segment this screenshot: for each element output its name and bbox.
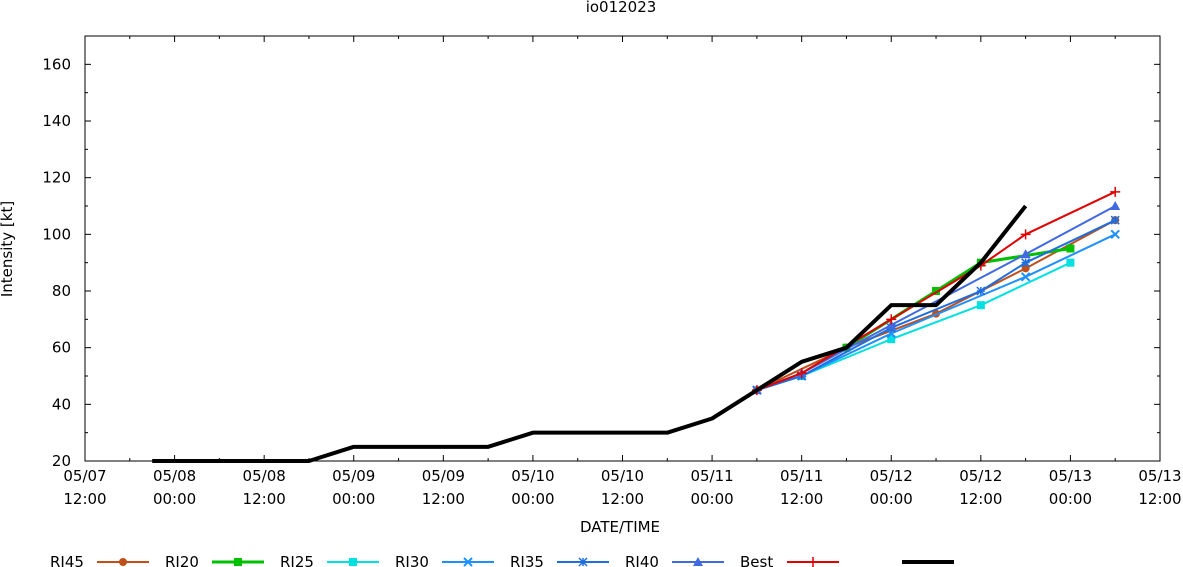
legend-marker-ri30 bbox=[463, 557, 473, 567]
x-tick-label-date: 05/08 bbox=[153, 467, 196, 485]
legend-label-ri45: RI45 bbox=[50, 553, 84, 567]
x-tick-label-date: 05/07 bbox=[63, 467, 106, 485]
x-tick-label-time: 12:00 bbox=[1138, 490, 1181, 508]
legend-marker-ri20 bbox=[234, 558, 242, 566]
x-tick-label-time: 12:00 bbox=[601, 490, 644, 508]
x-tick-label-date: 05/11 bbox=[780, 467, 823, 485]
data-point-ri35 bbox=[1021, 258, 1031, 268]
y-axis-label: Intensity [kt] bbox=[0, 201, 16, 297]
chart-title: io012023 bbox=[586, 0, 657, 16]
legend-label-ri30: RI30 bbox=[395, 553, 429, 567]
x-tick-label-time: 00:00 bbox=[332, 490, 375, 508]
y-tick-label: 20 bbox=[52, 452, 71, 470]
data-point-best bbox=[796, 368, 807, 379]
x-tick-label-date: 05/12 bbox=[959, 467, 1002, 485]
plot-area: 20 40 60 80 100 120 140 160 05/07 12:00 05/08 00:00… bbox=[42, 35, 1182, 508]
legend-label-best: Best bbox=[740, 553, 773, 567]
legend: RI45 RI20 RI25 RI30 RI35 RI40 Best bbox=[50, 553, 954, 567]
legend-label-ri25: RI25 bbox=[280, 553, 314, 567]
x-tick-label-time: 12:00 bbox=[959, 490, 1002, 508]
legend-marker-ri35 bbox=[578, 557, 588, 567]
y-tick-label: 40 bbox=[52, 395, 71, 413]
x-tick-label-time: 00:00 bbox=[153, 490, 196, 508]
data-point-ri20 bbox=[1066, 244, 1075, 253]
x-tick-label-date: 05/09 bbox=[422, 467, 465, 485]
data-point-ri25 bbox=[1066, 258, 1075, 267]
x-tick-label-date: 05/09 bbox=[332, 467, 375, 485]
y-tick-label: 140 bbox=[42, 112, 71, 130]
data-point-ri40 bbox=[1110, 201, 1121, 210]
legend-marker-ri45 bbox=[119, 558, 127, 566]
x-tick-label-date: 05/13 bbox=[1138, 467, 1181, 485]
data-point-ri35 bbox=[976, 286, 986, 296]
y-tick-label: 120 bbox=[42, 169, 71, 187]
data-point-ri20 bbox=[932, 287, 941, 295]
x-tick-label-time: 12:00 bbox=[243, 490, 286, 508]
series-line-track bbox=[152, 204, 1028, 463]
y-tick-label: 80 bbox=[52, 282, 71, 300]
data-point-ri45 bbox=[1021, 264, 1030, 273]
data-point-best bbox=[1020, 229, 1031, 240]
data-point-ri30 bbox=[1110, 229, 1120, 240]
data-point-ri40 bbox=[886, 320, 897, 329]
data-point-ri40 bbox=[1020, 249, 1031, 259]
y-tick-label: 100 bbox=[42, 225, 71, 243]
x-tick-label-time: 00:00 bbox=[870, 490, 913, 508]
series-line-ri35 bbox=[756, 219, 1116, 392]
legend-label-ri40: RI40 bbox=[625, 553, 659, 567]
x-tick-label-date: 05/08 bbox=[243, 467, 286, 485]
x-tick-label-time: 12:00 bbox=[422, 490, 465, 508]
legend-label-ri20: RI20 bbox=[165, 553, 199, 567]
y-tick-label: 160 bbox=[42, 55, 71, 73]
data-point-ri35 bbox=[1110, 215, 1120, 225]
x-tick-label-date: 05/12 bbox=[870, 467, 913, 485]
y-tick-label: 60 bbox=[52, 339, 71, 357]
data-point-best bbox=[1110, 186, 1121, 197]
x-tick-label-date: 05/10 bbox=[601, 467, 644, 485]
legend-marker-best bbox=[808, 557, 818, 567]
x-tick-label-time: 12:00 bbox=[780, 490, 823, 508]
x-tick-label-time: 00:00 bbox=[1049, 490, 1092, 508]
data-point-ri25 bbox=[976, 301, 985, 310]
x-tick-label-time: 12:00 bbox=[63, 490, 106, 508]
data-point-ri30 bbox=[1020, 272, 1031, 282]
x-tick-label-date: 05/11 bbox=[690, 467, 733, 485]
legend-marker-ri25 bbox=[349, 558, 357, 566]
x-tick-label-date: 05/10 bbox=[511, 467, 554, 485]
legend-marker-ri40 bbox=[693, 557, 703, 566]
data-point-ri25 bbox=[887, 335, 896, 344]
series-line-ri25 bbox=[801, 261, 1071, 377]
legend-label-ri35: RI35 bbox=[510, 553, 544, 567]
x-tick-label-date: 05/13 bbox=[1049, 467, 1092, 485]
x-axis-label: DATE/TIME bbox=[580, 518, 660, 536]
data-point-best bbox=[886, 314, 897, 325]
x-tick-label-time: 00:00 bbox=[511, 490, 554, 508]
x-tick-label-time: 00:00 bbox=[690, 490, 733, 508]
series-line-best bbox=[756, 190, 1116, 392]
